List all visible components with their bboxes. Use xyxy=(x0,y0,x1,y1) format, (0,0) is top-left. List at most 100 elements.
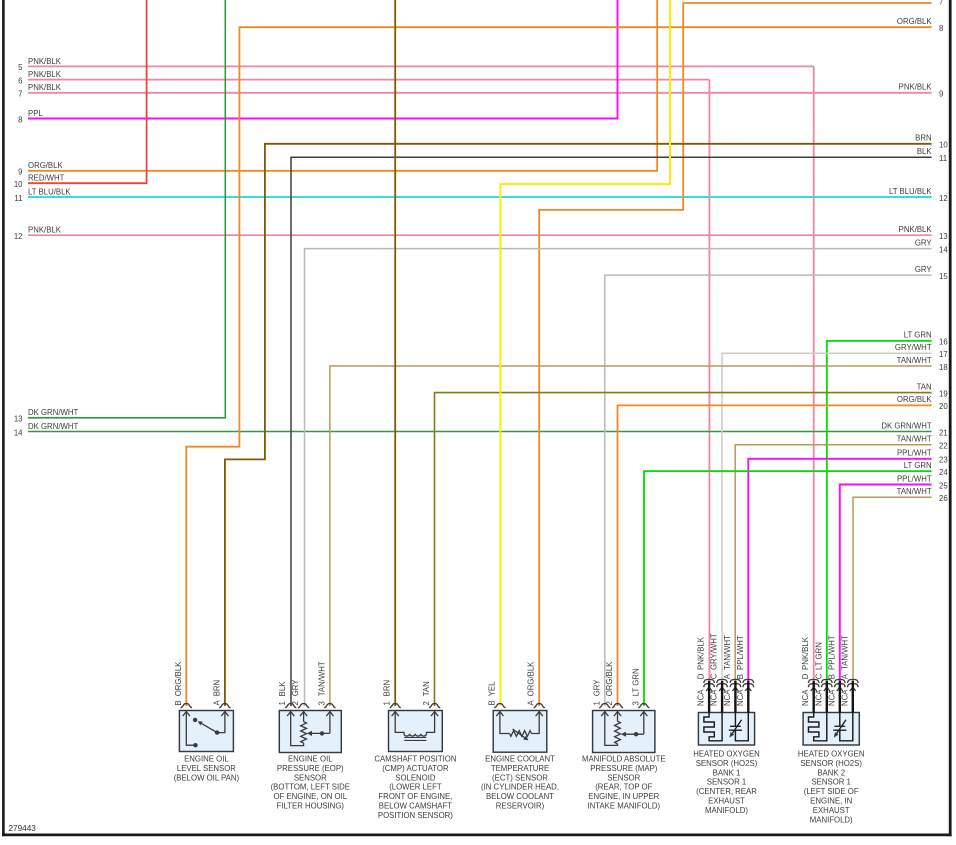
svg-text:PNK/BLK: PNK/BLK xyxy=(28,226,62,235)
svg-text:DK GRN/WHT: DK GRN/WHT xyxy=(881,421,931,430)
svg-text:GRY/WHT: GRY/WHT xyxy=(895,343,932,352)
svg-text:(IN CYLINDER HEAD,: (IN CYLINDER HEAD, xyxy=(481,783,559,792)
svg-text:SENSOR (HO2S): SENSOR (HO2S) xyxy=(696,759,758,768)
svg-text:LT GRN: LT GRN xyxy=(814,642,823,670)
svg-text:SENSOR: SENSOR xyxy=(607,773,640,782)
svg-text:2: 2 xyxy=(422,701,431,705)
svg-text:EXHAUST: EXHAUST xyxy=(708,797,745,806)
svg-text:PNK/BLK: PNK/BLK xyxy=(899,83,933,92)
svg-text:13: 13 xyxy=(14,415,23,424)
svg-text:BRN: BRN xyxy=(915,134,931,143)
svg-text:PNK/BLK: PNK/BLK xyxy=(28,70,62,79)
svg-text:25: 25 xyxy=(939,481,948,490)
svg-text:GRY: GRY xyxy=(915,238,933,247)
svg-text:A: A xyxy=(527,700,536,706)
svg-text:PPL/WHT: PPL/WHT xyxy=(827,635,836,670)
svg-text:FRONT OF ENGINE,: FRONT OF ENGINE, xyxy=(378,792,452,801)
svg-text:1: 1 xyxy=(383,701,392,705)
svg-text:(CMP) ACTUATOR: (CMP) ACTUATOR xyxy=(382,764,449,773)
svg-text:BANK 1: BANK 1 xyxy=(713,768,741,777)
svg-text:10: 10 xyxy=(939,141,948,150)
svg-text:NCA: NCA xyxy=(840,689,849,706)
svg-text:PNK/BLK: PNK/BLK xyxy=(697,636,706,670)
svg-text:NCA: NCA xyxy=(827,689,836,706)
svg-text:B: B xyxy=(174,700,183,705)
svg-text:2: 2 xyxy=(605,701,614,705)
svg-text:1: 1 xyxy=(278,701,287,705)
svg-text:INTAKE MANIFOLD): INTAKE MANIFOLD) xyxy=(587,802,660,811)
svg-text:ENGINE, IN: ENGINE, IN xyxy=(810,797,852,806)
svg-text:B: B xyxy=(827,674,836,679)
svg-text:(CENTER, REAR: (CENTER, REAR xyxy=(696,787,757,796)
svg-text:SENSOR 1: SENSOR 1 xyxy=(811,778,850,787)
svg-text:PNK/BLK: PNK/BLK xyxy=(28,83,62,92)
svg-text:23: 23 xyxy=(939,456,948,465)
svg-text:(LOWER LEFT: (LOWER LEFT xyxy=(389,783,442,792)
svg-text:PPL/WHT: PPL/WHT xyxy=(897,449,932,458)
svg-text:18: 18 xyxy=(939,363,948,372)
svg-text:A: A xyxy=(212,700,221,706)
svg-text:14: 14 xyxy=(939,245,948,254)
svg-text:PPL/WHT: PPL/WHT xyxy=(897,474,932,483)
svg-text:(LEFT SIDE OF: (LEFT SIDE OF xyxy=(804,787,859,796)
svg-text:TAN/WHT: TAN/WHT xyxy=(897,487,932,496)
svg-text:16: 16 xyxy=(939,338,948,347)
svg-text:10: 10 xyxy=(14,180,23,189)
svg-text:MANIFOLD): MANIFOLD) xyxy=(705,806,748,815)
svg-text:ORG/BLK: ORG/BLK xyxy=(527,661,536,696)
svg-text:D: D xyxy=(697,673,706,679)
svg-text:GRY: GRY xyxy=(592,679,601,697)
svg-text:12: 12 xyxy=(939,194,948,203)
svg-text:POSITION SENSOR): POSITION SENSOR) xyxy=(378,811,453,820)
svg-text:BLK: BLK xyxy=(917,147,933,156)
svg-text:NCA: NCA xyxy=(814,689,823,706)
svg-text:11: 11 xyxy=(939,154,947,163)
svg-text:MANIFOLD ABSOLUTE: MANIFOLD ABSOLUTE xyxy=(582,755,666,764)
svg-text:OF ENGINE, ON OIL: OF ENGINE, ON OIL xyxy=(273,792,347,801)
svg-text:TEMPERATURE: TEMPERATURE xyxy=(491,764,549,773)
svg-text:TAN/WHT: TAN/WHT xyxy=(897,435,932,444)
svg-text:(REAR, TOP OF: (REAR, TOP OF xyxy=(595,783,652,792)
svg-text:GRY/WHT: GRY/WHT xyxy=(710,633,719,670)
svg-text:LEVEL SENSOR: LEVEL SENSOR xyxy=(177,764,236,773)
svg-text:12: 12 xyxy=(14,232,23,241)
svg-text:LT BLU/BLK: LT BLU/BLK xyxy=(28,187,71,196)
svg-text:A: A xyxy=(840,673,849,679)
svg-text:MANIFOLD): MANIFOLD) xyxy=(810,815,853,824)
svg-text:NCA: NCA xyxy=(723,689,732,706)
svg-text:(ECT) SENSOR: (ECT) SENSOR xyxy=(492,773,548,782)
svg-text:LT GRN: LT GRN xyxy=(904,331,932,340)
svg-text:PNK/BLK: PNK/BLK xyxy=(801,636,810,670)
svg-text:PNK/BLK: PNK/BLK xyxy=(28,57,62,66)
svg-text:BELOW CAMSHAFT: BELOW CAMSHAFT xyxy=(379,802,452,811)
svg-text:ORG/BLK: ORG/BLK xyxy=(605,661,614,696)
svg-text:GRY: GRY xyxy=(915,265,933,274)
svg-text:2: 2 xyxy=(291,701,300,705)
svg-text:3: 3 xyxy=(317,701,326,705)
svg-text:PRESSURE (EOP): PRESSURE (EOP) xyxy=(277,764,344,773)
svg-text:BRN: BRN xyxy=(212,680,221,696)
svg-text:7: 7 xyxy=(939,0,943,7)
svg-text:24: 24 xyxy=(939,468,948,477)
svg-text:BRN: BRN xyxy=(383,680,392,696)
svg-text:TAN: TAN xyxy=(917,382,932,391)
svg-text:7: 7 xyxy=(18,90,22,99)
svg-text:13: 13 xyxy=(939,232,948,241)
svg-text:ORG/BLK: ORG/BLK xyxy=(897,17,932,26)
svg-text:21: 21 xyxy=(939,428,948,437)
svg-text:17: 17 xyxy=(939,350,948,359)
svg-text:YEL: YEL xyxy=(487,681,496,696)
svg-text:SENSOR: SENSOR xyxy=(294,773,327,782)
svg-text:LT BLU/BLK: LT BLU/BLK xyxy=(889,187,932,196)
svg-text:22: 22 xyxy=(939,442,948,451)
svg-text:DK GRN/WHT: DK GRN/WHT xyxy=(28,408,78,417)
svg-text:ENGINE OIL: ENGINE OIL xyxy=(184,755,229,764)
svg-text:6: 6 xyxy=(18,76,22,85)
svg-text:TAN: TAN xyxy=(422,681,431,696)
svg-text:D: D xyxy=(801,673,810,679)
svg-text:CAMSHAFT POSITION: CAMSHAFT POSITION xyxy=(374,755,456,764)
svg-text:ORG/BLK: ORG/BLK xyxy=(174,661,183,696)
svg-text:NCA: NCA xyxy=(697,689,706,706)
svg-text:NCA: NCA xyxy=(801,689,810,706)
svg-text:TAN/WHT: TAN/WHT xyxy=(317,661,326,696)
